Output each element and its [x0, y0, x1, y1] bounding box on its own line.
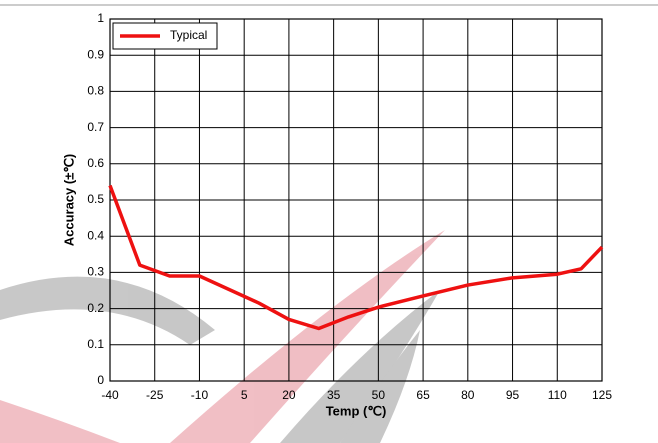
x-axis-title: Temp (℃)	[326, 403, 387, 418]
x-tick-label: 95	[506, 388, 520, 402]
plot-frame	[109, 18, 603, 382]
x-tick-label: 20	[282, 388, 296, 402]
legend-label: Typical	[170, 28, 207, 42]
y-tick-label: 0.8	[87, 84, 104, 98]
y-tick-label: 0.1	[87, 337, 104, 351]
legend: Typical	[112, 22, 218, 50]
y-tick-label: 1	[97, 11, 104, 25]
x-tick-label: -25	[146, 388, 164, 402]
x-tick-label: 5	[241, 388, 248, 402]
data-line	[108, 184, 604, 331]
x-tick-label: 50	[372, 388, 386, 402]
watermark	[0, 230, 445, 443]
y-tick-label: 0.3	[87, 265, 104, 279]
y-tick-label: 0.9	[87, 47, 104, 61]
y-tick-label: 0.7	[87, 120, 104, 134]
x-tick-label: 65	[416, 388, 430, 402]
x-tick-label: -10	[191, 388, 209, 402]
y-axis-title: Accuracy (±℃)	[61, 154, 76, 247]
y-tick-label: 0.2	[87, 301, 104, 315]
y-tick-label: 0.5	[87, 192, 104, 206]
y-tick-label: 0.6	[87, 156, 104, 170]
x-tick-label: 110	[548, 388, 567, 402]
y-tick-label: 0	[97, 373, 104, 387]
x-tick-label: 35	[327, 388, 341, 402]
x-tick-label: -40	[101, 388, 119, 402]
x-tick-label: 125	[592, 388, 612, 402]
y-tick-label: 0.4	[87, 228, 104, 242]
marks	[108, 184, 604, 331]
x-tick-label: 80	[461, 388, 475, 402]
